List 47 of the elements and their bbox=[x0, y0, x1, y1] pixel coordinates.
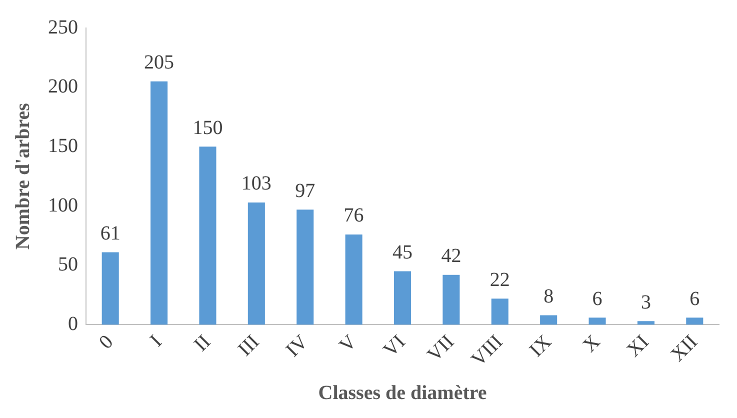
x-tick-label: XII bbox=[666, 330, 702, 366]
x-tick-label: IX bbox=[525, 330, 556, 362]
data-label: 6 bbox=[690, 288, 700, 310]
x-tick-label: II bbox=[190, 330, 215, 356]
bar bbox=[491, 298, 508, 325]
data-label: 8 bbox=[544, 285, 554, 308]
y-tick-label: 150 bbox=[48, 134, 78, 157]
x-tick-label: I bbox=[146, 330, 166, 352]
bar bbox=[442, 274, 460, 325]
bar bbox=[248, 202, 265, 325]
bar bbox=[102, 252, 119, 325]
y-tick-label: 0 bbox=[68, 312, 78, 335]
x-axis-title: Classes de diamètre bbox=[318, 382, 487, 404]
bar bbox=[199, 146, 216, 325]
data-label: 205 bbox=[144, 52, 174, 74]
y-tick-label: 100 bbox=[48, 194, 78, 216]
y-axis-title: Nombre d'arbres bbox=[12, 102, 34, 250]
x-tick-label: VI bbox=[379, 330, 410, 362]
x-tick-label: IV bbox=[282, 330, 313, 362]
bar bbox=[637, 321, 654, 325]
data-label: 42 bbox=[441, 245, 462, 268]
bar bbox=[394, 271, 412, 325]
y-tick-label: 50 bbox=[58, 254, 78, 276]
bar bbox=[540, 315, 558, 325]
bar bbox=[150, 81, 168, 325]
data-label: 22 bbox=[490, 268, 510, 291]
x-tick-label: X bbox=[578, 330, 605, 357]
data-label: 45 bbox=[392, 242, 412, 264]
data-label: 6 bbox=[592, 288, 602, 310]
y-tick-label: 250 bbox=[48, 16, 78, 38]
bar bbox=[296, 210, 314, 325]
bar bbox=[686, 318, 704, 325]
data-label: 61 bbox=[100, 222, 120, 245]
x-tick-label: 0 bbox=[94, 330, 118, 354]
data-label: 97 bbox=[295, 180, 316, 202]
y-tick-label: 200 bbox=[48, 76, 78, 98]
data-label: 150 bbox=[192, 116, 223, 139]
bar bbox=[345, 234, 362, 325]
data-label: 103 bbox=[241, 172, 272, 195]
x-tick-label: V bbox=[335, 330, 362, 357]
x-tick-label: VIII bbox=[467, 330, 508, 371]
bar bbox=[588, 318, 606, 325]
data-label: 3 bbox=[640, 291, 651, 314]
x-tick-label: VII bbox=[423, 330, 458, 366]
x-tick-label: XI bbox=[622, 330, 654, 362]
x-tick-label: III bbox=[234, 330, 264, 361]
data-label: 76 bbox=[344, 204, 364, 227]
